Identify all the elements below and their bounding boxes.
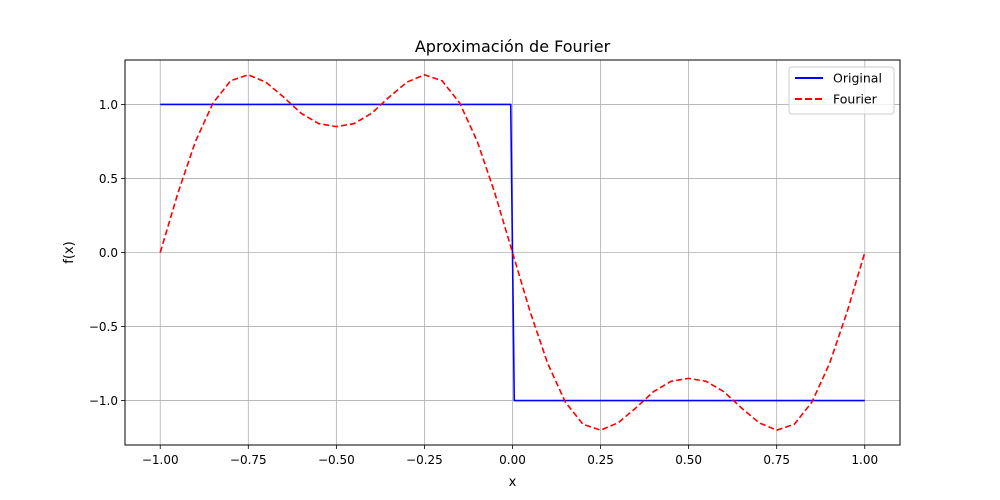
x-tick-label: −0.25 xyxy=(406,453,443,467)
y-tick-label: −1.0 xyxy=(89,394,118,408)
y-ticks: −1.0 −0.5 0.0 0.5 1.0 xyxy=(89,98,125,408)
x-axis-label: x xyxy=(509,475,517,490)
y-axis-label: f(x) xyxy=(62,241,77,263)
y-tick-label: 1.0 xyxy=(99,98,118,112)
x-tick-label: 0.00 xyxy=(499,453,526,467)
legend-label-original: Original xyxy=(833,71,882,86)
x-tick-label: 0.25 xyxy=(587,453,614,467)
x-tick-label: −1.00 xyxy=(142,453,179,467)
chart-title: Aproximación de Fourier xyxy=(415,37,611,56)
series-layer xyxy=(159,74,866,431)
y-tick-label: 0.0 xyxy=(99,246,118,260)
x-tick-label: −0.50 xyxy=(318,453,355,467)
series-line-original xyxy=(160,103,865,402)
x-ticks: −1.00 −0.75 −0.50 −0.25 0.00 0.25 0.50 0.75 1.00 xyxy=(142,445,878,467)
y-tick-label: 0.5 xyxy=(99,172,118,186)
legend: Original Fourier xyxy=(788,66,895,115)
x-tick-label: −0.75 xyxy=(230,453,267,467)
x-tick-label: 0.75 xyxy=(763,453,790,467)
y-tick-label: −0.5 xyxy=(89,320,118,334)
series-line-fourier xyxy=(159,74,866,431)
x-tick-label: 1.00 xyxy=(851,453,878,467)
x-tick-label: 0.50 xyxy=(675,453,702,467)
legend-label-fourier: Fourier xyxy=(833,92,878,107)
